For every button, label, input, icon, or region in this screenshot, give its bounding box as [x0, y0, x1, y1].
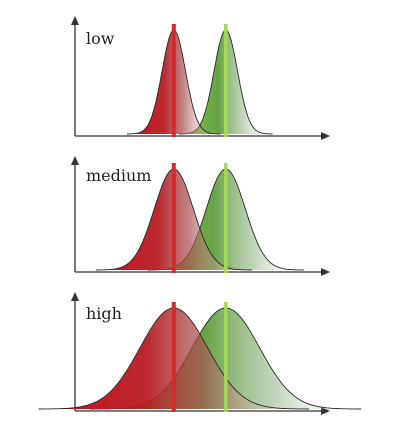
panel-plot-medium [71, 156, 330, 276]
y-axis-arrow [71, 156, 79, 165]
panel-plot-low [71, 16, 330, 140]
panel-plot-high [38, 292, 361, 415]
panel-low: low [71, 16, 330, 140]
y-axis-arrow [71, 292, 79, 301]
x-axis-arrow [321, 132, 330, 140]
panel-title-medium: medium [86, 166, 151, 185]
y-axis-arrow [71, 16, 79, 25]
panel-title-high: high [86, 304, 122, 323]
panel-medium: medium [71, 156, 330, 276]
panel-high: high [38, 292, 361, 415]
panel-title-low: low [86, 29, 115, 48]
x-axis-arrow [321, 268, 330, 276]
